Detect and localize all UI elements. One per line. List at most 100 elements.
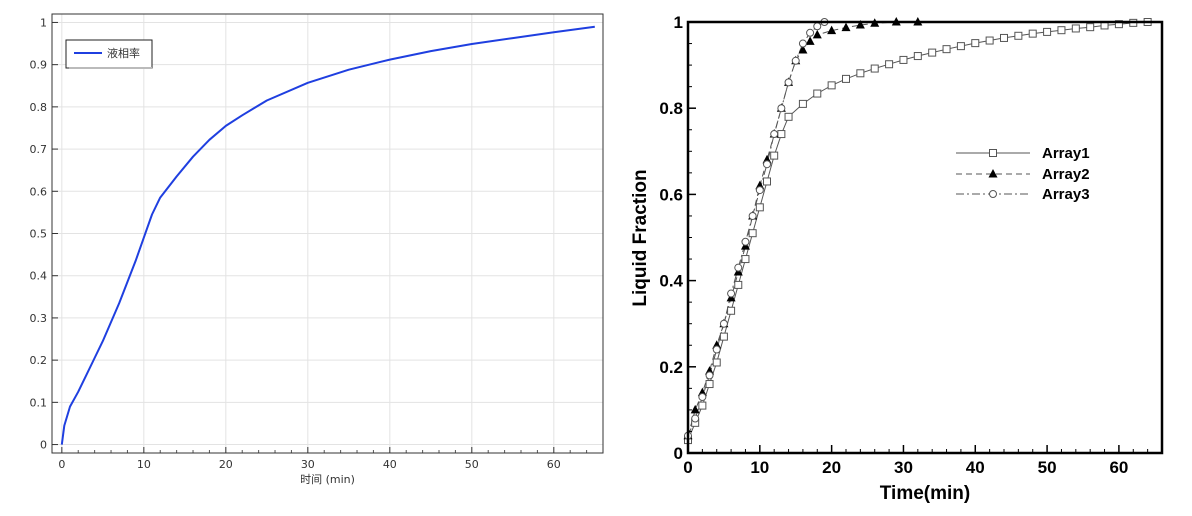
right-point-array1	[698, 401, 707, 410]
left-y-tick-label: 0.3	[30, 312, 48, 325]
right-point-array3	[719, 319, 728, 328]
right-point-array1	[971, 39, 980, 48]
right-point-array1	[928, 48, 937, 57]
right-point-array2	[805, 36, 815, 45]
right-point-array1	[985, 36, 994, 45]
left-x-tick-label: 10	[137, 458, 151, 471]
right-point-array3	[691, 414, 700, 423]
left-y-tick-label: 0.4	[30, 270, 48, 283]
left-x-tick-label: 40	[383, 458, 397, 471]
right-x-axis-label: Time(min)	[880, 483, 970, 504]
right-legend-label-array1: Array1	[1042, 145, 1090, 162]
right-point-array2	[827, 25, 837, 35]
right-y-tick-label: 0.2	[659, 358, 683, 377]
right-point-array1	[1043, 27, 1052, 36]
right-point-array1	[870, 64, 879, 73]
right-point-array3	[806, 28, 815, 37]
right-point-array3	[798, 39, 807, 48]
right-point-array1	[842, 74, 850, 83]
right-point-array1	[734, 280, 743, 289]
left-y-tick-label: 0.5	[30, 228, 48, 241]
right-point-array1	[913, 52, 922, 61]
right-x-tick-label: 20	[822, 458, 841, 477]
right-point-array1	[763, 177, 771, 186]
left-x-tick-label: 20	[219, 458, 233, 471]
right-point-array1	[899, 55, 908, 64]
right-legend-marker-array2	[988, 169, 998, 178]
left-x-tick-label: 60	[547, 458, 561, 471]
right-point-array3	[712, 345, 721, 354]
right-point-array1	[1028, 29, 1037, 38]
right-point-array1	[942, 45, 951, 54]
right-legend-label-array2: Array2	[1042, 166, 1090, 183]
right-point-array2	[841, 22, 851, 32]
right-x-tick-label: 10	[750, 458, 769, 477]
right-point-array1	[770, 151, 779, 160]
right-y-tick-label: 0.4	[659, 272, 683, 291]
right-chart: 0 10 20 30 40 50 60 0 0.2 0.4 0.6 0.8 1 Time(min) Liqu…	[630, 13, 1164, 504]
right-point-array1	[1000, 33, 1008, 42]
right-point-array1	[885, 60, 894, 69]
right-x-tick-label: 60	[1109, 458, 1128, 477]
left-x-tick-label: 0	[58, 458, 65, 471]
right-point-array3	[763, 160, 771, 169]
left-y-tick-label: 0.6	[30, 185, 48, 198]
right-point-array1	[1086, 23, 1095, 32]
right-point-array3	[727, 289, 736, 298]
right-point-array1	[1071, 24, 1080, 33]
right-point-array1	[705, 380, 714, 389]
right-point-array3	[777, 104, 786, 113]
left-y-tick-label: 0.1	[30, 396, 48, 409]
right-point-array3	[748, 211, 757, 220]
right-point-array2	[690, 404, 700, 414]
right-point-array3	[813, 22, 822, 31]
right-x-tick-label: 30	[894, 458, 913, 477]
right-point-array1	[956, 42, 965, 51]
left-legend-label: 液相率	[107, 46, 140, 60]
right-y-tick-label: 0	[674, 444, 683, 463]
right-series-line-array1	[687, 21, 1148, 441]
left-y-tick-label: 0.2	[30, 354, 48, 367]
right-point-array1	[813, 89, 822, 98]
right-point-array3	[698, 392, 707, 401]
right-point-array3	[734, 263, 743, 272]
right-point-array1	[741, 255, 750, 264]
right-point-array3	[791, 56, 800, 65]
right-point-array1	[748, 229, 757, 238]
left-y-tick-label: 0.9	[30, 59, 48, 72]
right-y-axis-label: Liquid Fraction	[630, 169, 651, 306]
right-point-array1	[1014, 31, 1023, 40]
left-y-tick-label: 0	[40, 439, 47, 452]
right-x-tick-label: 0	[683, 458, 692, 477]
right-point-array1	[727, 306, 736, 315]
right-point-array3	[770, 130, 779, 139]
right-point-array3	[784, 78, 793, 87]
left-y-tick-label: 1	[40, 16, 47, 29]
left-x-axis-label: 时间 (min)	[300, 473, 355, 486]
left-x-tick-label: 50	[465, 458, 479, 471]
right-point-array1	[784, 112, 793, 121]
right-point-array2	[798, 45, 808, 54]
right-x-tick-label: 40	[966, 458, 985, 477]
right-point-array1	[1114, 20, 1123, 29]
right-y-tick-label: 1	[674, 13, 683, 32]
left-series-line	[60, 25, 595, 445]
right-point-array1	[712, 358, 721, 367]
right-plot-frame	[686, 20, 1164, 455]
right-point-array1	[719, 332, 728, 341]
right-point-array1	[827, 81, 836, 90]
right-x-tick-label: 50	[1038, 458, 1057, 477]
right-y-tick-label: 0.6	[659, 185, 683, 204]
right-point-array1	[755, 203, 764, 212]
left-y-tick-label: 0.8	[30, 101, 48, 114]
right-point-array3	[755, 186, 764, 195]
right-point-array2	[812, 29, 822, 39]
right-legend-label-array3: Array3	[1042, 186, 1090, 203]
right-legend-marker-array1	[989, 149, 997, 157]
right-point-array1	[856, 69, 865, 78]
right-point-array1	[798, 99, 807, 108]
right-point-array3	[705, 371, 714, 380]
left-chart: 0 10 20 30 40 50 60 0 0.1 0.2 0.3 0.4 0.5 0.6 0.7 0.8 0.…	[30, 13, 604, 486]
right-y-tick-label: 0.8	[659, 99, 683, 118]
